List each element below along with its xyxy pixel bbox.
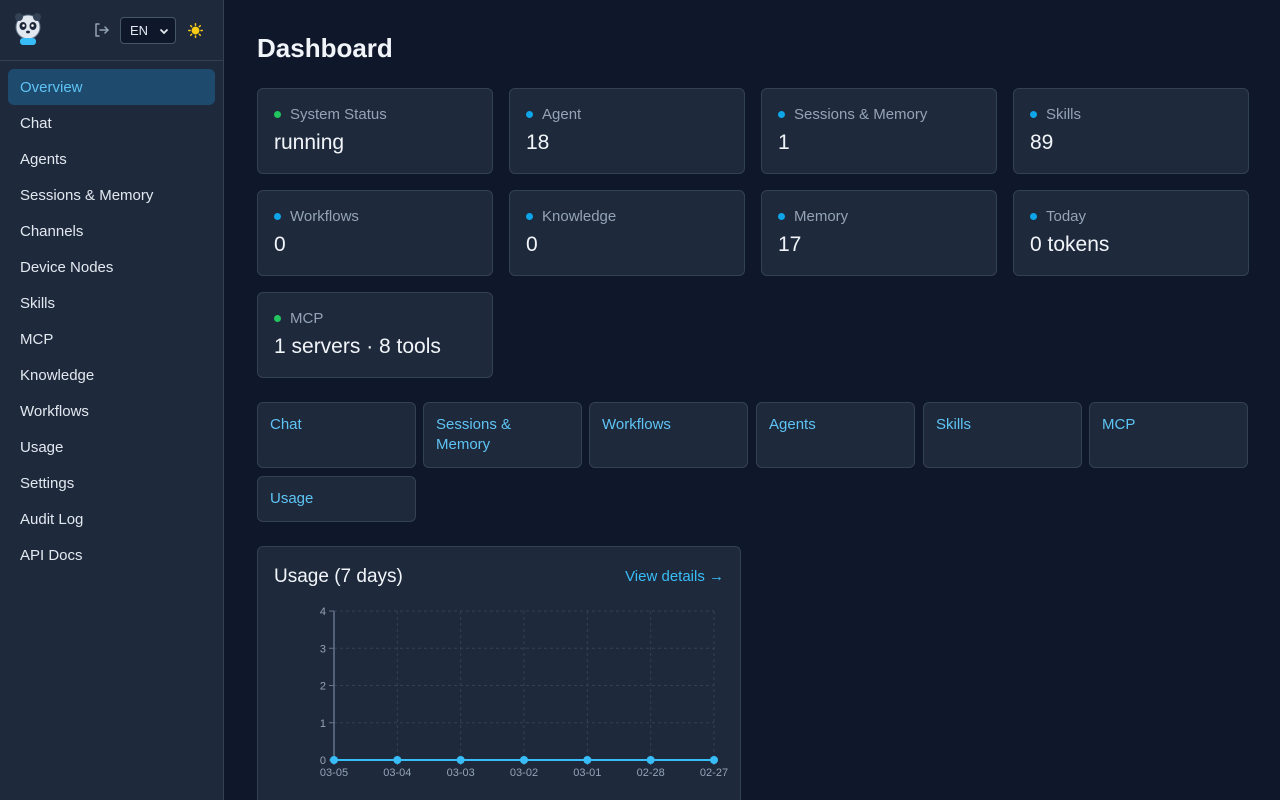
sidebar-item-channels[interactable]: Channels — [20, 222, 84, 240]
stat-label-text: Skills — [1046, 106, 1082, 123]
language-select-value: EN — [130, 23, 149, 38]
stat-label-text: Workflows — [290, 208, 359, 225]
stat-label: Workflows — [274, 208, 359, 225]
stat-value: 17 — [778, 233, 802, 256]
y-axis-tick-label: 0 — [320, 755, 326, 767]
stat-value: 1 servers · 8 tools — [274, 335, 441, 358]
stat-label-text: Knowledge — [542, 208, 617, 225]
quick-link-agents[interactable]: Agents — [756, 402, 915, 468]
stat-value: 89 — [1030, 131, 1054, 154]
usage-data-point — [520, 756, 528, 764]
y-axis-tick-label: 2 — [320, 681, 326, 693]
usage-data-point — [710, 756, 718, 764]
sidebar-item-workflows[interactable]: Workflows — [20, 402, 89, 420]
stat-card-workflows: Workflows 0 — [257, 190, 493, 276]
status-dot-blue-icon — [778, 111, 785, 118]
y-axis-tick-label: 4 — [320, 606, 326, 618]
usage-data-point — [393, 756, 402, 764]
quick-link-usage[interactable]: Usage — [257, 476, 416, 522]
stat-card-memory: Memory 17 — [761, 190, 997, 276]
usage-data-point — [456, 756, 465, 764]
x-axis-tick-label: 03-02 — [510, 767, 538, 779]
stat-label: Memory — [778, 208, 848, 225]
stat-label: Today — [1030, 208, 1086, 225]
stat-label-text: Memory — [794, 208, 849, 225]
status-dot-green-icon — [274, 111, 281, 118]
usage-chart: 0 1 2 3 4 03-05 03-04 03-03 03-02 03-01 02-28 02-27 — [320, 606, 728, 779]
usage-title: Usage (7 days) — [274, 566, 403, 587]
sidebar-item-usage[interactable]: Usage — [20, 438, 64, 456]
stat-value: 0 — [274, 233, 286, 256]
stat-label-text: System Status — [290, 106, 387, 123]
stat-label: MCP — [274, 310, 323, 327]
sidebar: EN Overview Chat Agents Sessions & Memor… — [0, 0, 224, 800]
status-dot-blue-icon — [1030, 213, 1037, 220]
quick-link-chat[interactable]: Chat — [257, 402, 416, 468]
quick-link-sessions-memory[interactable]: Sessions & Memory — [423, 402, 582, 468]
stat-label-text: MCP — [290, 310, 324, 327]
stat-card-mcp: MCP 1 servers · 8 tools — [257, 292, 493, 378]
x-axis-tick-label: 02-28 — [637, 767, 665, 779]
usage-card: Usage (7 days) View details → 0 1 2 3 4 03-05… — [257, 546, 741, 800]
sidebar-item-api-docs[interactable]: API Docs — [20, 546, 83, 564]
status-dot-blue-icon — [1030, 111, 1037, 118]
sidebar-item-skills[interactable]: Skills — [20, 294, 56, 312]
x-axis-tick-label: 03-03 — [447, 767, 475, 779]
stat-card-today: Today 0 tokens — [1013, 190, 1249, 276]
status-dot-blue-icon — [526, 213, 533, 220]
stat-card-sessions-memory: Sessions & Memory 1 — [761, 88, 997, 174]
stat-value: running — [274, 131, 345, 154]
stat-card-skills: Skills 89 — [1013, 88, 1249, 174]
status-dot-green-icon — [274, 315, 281, 322]
sidebar-item-audit-log[interactable]: Audit Log — [20, 510, 84, 528]
quick-link-workflows[interactable]: Workflows — [589, 402, 748, 468]
usage-data-point — [583, 756, 592, 764]
sidebar-item-settings[interactable]: Settings — [20, 474, 75, 492]
stat-label: Skills — [1030, 106, 1081, 123]
x-axis-tick-label: 02-27 — [700, 767, 728, 779]
sidebar-item-chat[interactable]: Chat — [20, 114, 52, 132]
stat-card-knowledge: Knowledge 0 — [509, 190, 745, 276]
usage-data-point — [330, 756, 338, 764]
y-axis-tick-label: 1 — [320, 718, 326, 730]
stat-label: Agent — [526, 106, 581, 123]
stat-value: 1 — [778, 131, 790, 154]
status-dot-blue-icon — [274, 213, 281, 220]
stat-value: 18 — [526, 131, 550, 154]
stat-card-agent: Agent 18 — [509, 88, 745, 174]
stat-label: Knowledge — [526, 208, 616, 225]
view-details-link[interactable]: View details → — [625, 568, 724, 585]
sidebar-nav: Overview Chat Agents Sessions & Memory C… — [8, 69, 215, 573]
stat-label-text: Agent — [542, 106, 582, 123]
theme-toggle-sun-icon[interactable] — [188, 23, 203, 38]
language-select[interactable]: EN — [120, 17, 176, 44]
sidebar-item-sessions-memory[interactable]: Sessions & Memory — [20, 186, 154, 204]
chevron-down-icon — [159, 28, 169, 34]
x-axis-tick-label: 03-05 — [320, 767, 348, 779]
x-axis-tick-label: 03-04 — [383, 767, 411, 779]
quick-link-skills[interactable]: Skills — [923, 402, 1082, 468]
x-axis-tick-label: 03-01 — [573, 767, 601, 779]
sidebar-item-mcp[interactable]: MCP — [20, 330, 54, 348]
logout-icon[interactable] — [92, 21, 110, 39]
stat-value: 0 — [526, 233, 538, 256]
stat-label-text: Sessions & Memory — [794, 106, 928, 123]
stat-card-system-status: System Status running — [257, 88, 493, 174]
y-axis-tick-label: 3 — [320, 643, 326, 655]
quick-link-mcp[interactable]: MCP — [1089, 402, 1248, 468]
sidebar-item-overview[interactable]: Overview — [8, 69, 215, 105]
status-dot-blue-icon — [526, 111, 533, 118]
stat-label-text: Today — [1046, 208, 1087, 225]
sidebar-item-knowledge[interactable]: Knowledge — [20, 366, 95, 384]
usage-data-point — [646, 756, 655, 764]
stat-label: Sessions & Memory — [778, 106, 927, 123]
sidebar-item-agents[interactable]: Agents — [20, 150, 67, 168]
sidebar-item-device-nodes[interactable]: Device Nodes — [20, 258, 114, 276]
sidebar-header: EN — [0, 0, 223, 61]
page-title: Dashboard — [257, 33, 393, 63]
stat-value: 0 tokens — [1030, 233, 1110, 256]
status-dot-blue-icon — [778, 213, 785, 220]
panda-logo-icon[interactable] — [12, 12, 44, 46]
stat-label: System Status — [274, 106, 387, 123]
